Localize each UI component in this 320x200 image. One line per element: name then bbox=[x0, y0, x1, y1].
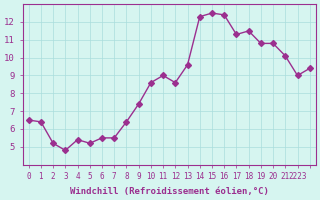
X-axis label: Windchill (Refroidissement éolien,°C): Windchill (Refroidissement éolien,°C) bbox=[70, 187, 268, 196]
